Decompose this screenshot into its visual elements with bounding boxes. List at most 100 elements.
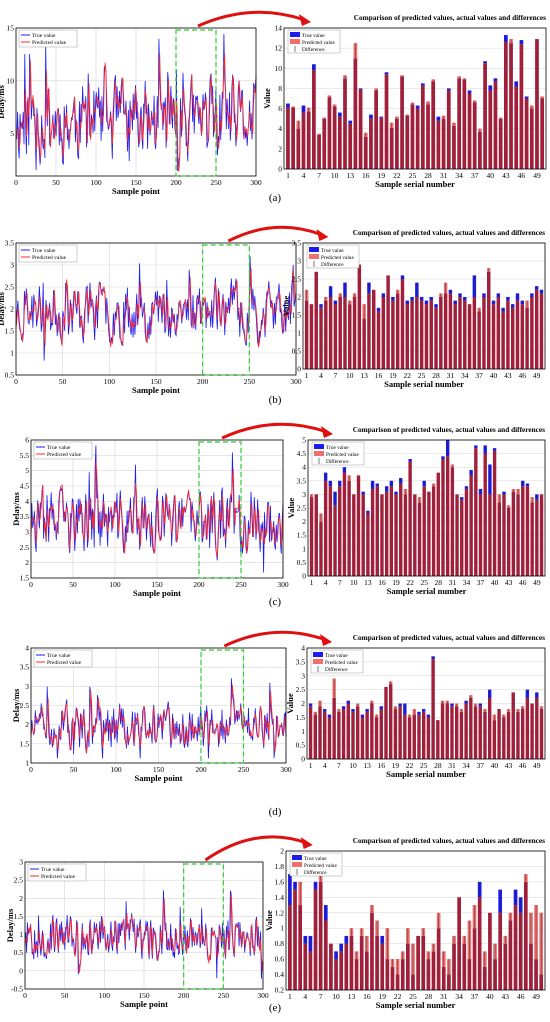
x-tick-label: 16 [363, 992, 371, 1001]
y-axis-label: Value [286, 498, 296, 519]
overlap-bar [313, 889, 318, 990]
overlap-bar [439, 297, 443, 369]
y-axis-label: Value [285, 693, 295, 714]
overlap-bar [354, 959, 359, 990]
overlap-bar [478, 706, 482, 759]
legend-label: True value [302, 33, 325, 39]
overlap-bar [426, 104, 430, 169]
overlap-bar [376, 311, 381, 369]
overlap-bar [381, 297, 386, 369]
overlap-bar [327, 717, 332, 759]
overlap-bar [319, 307, 323, 369]
connector-arrow [227, 225, 323, 243]
y-tick-label: 1 [10, 349, 14, 358]
overlap-bar [370, 703, 374, 759]
x-tick-label: 100 [109, 580, 121, 589]
x-tick-label: 7 [317, 171, 321, 180]
overlap-bar [498, 118, 503, 169]
overlap-bar [530, 502, 534, 576]
x-tick-label: 28 [434, 761, 442, 770]
overlap-bar [447, 974, 451, 990]
overlap-bar [488, 494, 492, 576]
overlap-bar [304, 300, 309, 369]
overlap-bar [323, 711, 327, 759]
overlap-bar [483, 453, 487, 576]
y-tick-label: 0.6 [275, 955, 285, 964]
overlap-bar [395, 118, 399, 169]
overlap-bar [380, 943, 385, 990]
overlap-bar [496, 297, 501, 369]
y-tick-label: 1.4 [275, 893, 285, 902]
bar-chart-4: 1 4 7 10 13 16 19 22 25 28 31 34 37 40 43 46 4900.511.52… [285, 633, 546, 779]
bar-chart-5: 1 4 7 10 13 16 19 22 25 28 31 34 37 40 43 46 49 0.2 0.4 0.6… [264, 836, 546, 1010]
y-tick-label: 5 [25, 466, 29, 475]
x-tick-label: 31 [448, 761, 456, 770]
overlap-bar [535, 499, 539, 576]
overlap-bar [502, 717, 506, 759]
overlap-bar [403, 714, 407, 759]
y-tick-label: 2 [278, 144, 282, 153]
x-tick-label: 31 [440, 171, 448, 180]
x-axis-label: Sample serial number [375, 179, 455, 189]
y-tick-label: 4 [25, 497, 29, 506]
y-tick-label: 2.5 [20, 543, 30, 552]
overlap-bar [343, 78, 347, 169]
y-tick-label: 1 [280, 924, 284, 933]
x-tick-label: 50 [59, 377, 67, 386]
y-tick-label: 2 [10, 305, 14, 314]
overlap-bar [523, 881, 528, 990]
x-tick-label: 300 [290, 377, 302, 386]
overlap-bar [520, 304, 525, 369]
y-tick-label: 14 [275, 24, 283, 33]
y-tick-label: 0.5 [5, 371, 15, 380]
overlap-bar [398, 706, 402, 759]
x-tick-label: 43 [502, 992, 510, 1001]
overlap-bar [332, 697, 336, 759]
y-tick-label: 1 [302, 544, 306, 553]
x-tick-label: 300 [257, 991, 269, 1000]
overlap-bar [367, 293, 371, 369]
overlap-bar [501, 311, 505, 369]
x-tick-label: 10 [350, 578, 358, 587]
overlap-bar [372, 289, 376, 369]
panel-label: (a) [269, 192, 282, 204]
y-tick-label: 3.5 [292, 239, 302, 248]
y-tick-label: 2.5 [14, 876, 24, 885]
x-tick-label: 10 [346, 371, 354, 380]
overlap-bar [288, 905, 292, 990]
overlap-bar [508, 920, 513, 990]
y-tick-label: 1.5 [297, 531, 307, 540]
bar-chart-2: 1 4 7 10 13 16 19 22 25 28 31 34 37 40 43 46 49 0 0.5 1 1.5 2… [281, 228, 546, 389]
overlap-bar [454, 706, 459, 759]
y-axis-label: Delay/ms [11, 688, 21, 722]
highlight-window [200, 649, 245, 764]
overlap-bar [503, 943, 508, 990]
overlap-bar [487, 271, 491, 369]
overlap-bar [478, 131, 482, 169]
legend-label: True value [32, 248, 56, 254]
overlap-bar [385, 959, 390, 990]
overlap-bar [463, 300, 467, 369]
overlap-bar [482, 966, 487, 990]
y-tick-label: 2.5 [297, 504, 307, 513]
y-tick-label: 3.5 [5, 239, 15, 248]
overlap-bar [539, 494, 544, 576]
legend-label: Difference [325, 666, 348, 673]
overlap-bar [464, 488, 469, 576]
y-tick-label: 10 [275, 64, 283, 73]
x-tick-label: 43 [504, 371, 512, 380]
overlap-bar [313, 714, 317, 759]
overlap-bar [483, 63, 487, 169]
x-tick-label: 49 [533, 171, 541, 180]
x-tick-label: 28 [435, 578, 443, 587]
x-axis-label: Sample serial number [384, 379, 464, 389]
chart-title: Comparison of predicted values, actual v… [353, 633, 545, 642]
y-tick-label: 3 [302, 490, 306, 499]
y-tick-label: 1.5 [20, 739, 30, 748]
overlap-bar [477, 897, 482, 990]
